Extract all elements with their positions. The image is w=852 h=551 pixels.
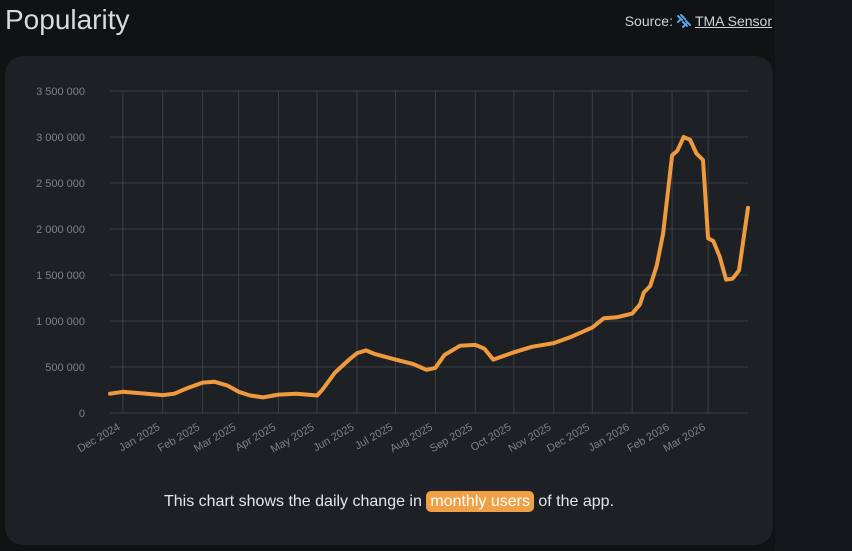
popularity-chart: 0 500 000 1 000 000 1 500 000 2 000 000 2 500… — [36, 86, 750, 456]
y-tick-label: 1 000 000 — [36, 316, 85, 328]
y-tick-label: 500 000 — [45, 362, 85, 374]
window-edge-strip — [775, 0, 852, 551]
x-tick-label: Jan 2025 — [117, 421, 162, 454]
x-tick-label: Dec 2024 — [76, 421, 123, 455]
x-tick-label: Jan 2026 — [587, 421, 632, 454]
y-tick-label: 3 000 000 — [36, 132, 85, 144]
y-tick-label: 0 — [79, 408, 85, 420]
y-tick-label: 3 500 000 — [36, 86, 85, 98]
source-prefix: Source: — [624, 13, 673, 29]
y-tick-label: 2 000 000 — [36, 224, 85, 236]
x-tick-label: Jun 2025 — [311, 421, 356, 454]
source-link[interactable]: TMA Sensor — [694, 13, 772, 29]
caption-highlight: monthly users — [426, 491, 534, 512]
tma-sensor-logo-icon — [676, 14, 691, 28]
caption-before: This chart shows the daily change in — [163, 493, 422, 510]
source-attribution: Source: TMA Sensor — [625, 13, 772, 29]
caption-after: of the app. — [538, 493, 615, 510]
x-tick-label: Sep 2025 — [428, 421, 475, 455]
y-tick-label: 2 500 000 — [36, 178, 85, 190]
chart-caption: This chart shows the daily change in mon… — [5, 491, 773, 512]
chart-card: 0 500 000 1 000 000 1 500 000 2 000 000 2 500… — [5, 56, 773, 545]
page-title: Popularity — [5, 4, 130, 35]
y-tick-label: 1 500 000 — [36, 270, 85, 282]
x-tick-label: Nov 2025 — [506, 421, 553, 455]
x-tick-label: Dec 2025 — [545, 421, 592, 455]
x-tick-label: Oct 2025 — [469, 421, 514, 454]
x-tick-label: Aug 2025 — [388, 421, 435, 455]
series-line — [108, 135, 750, 400]
x-tick-label: May 2025 — [269, 421, 317, 456]
